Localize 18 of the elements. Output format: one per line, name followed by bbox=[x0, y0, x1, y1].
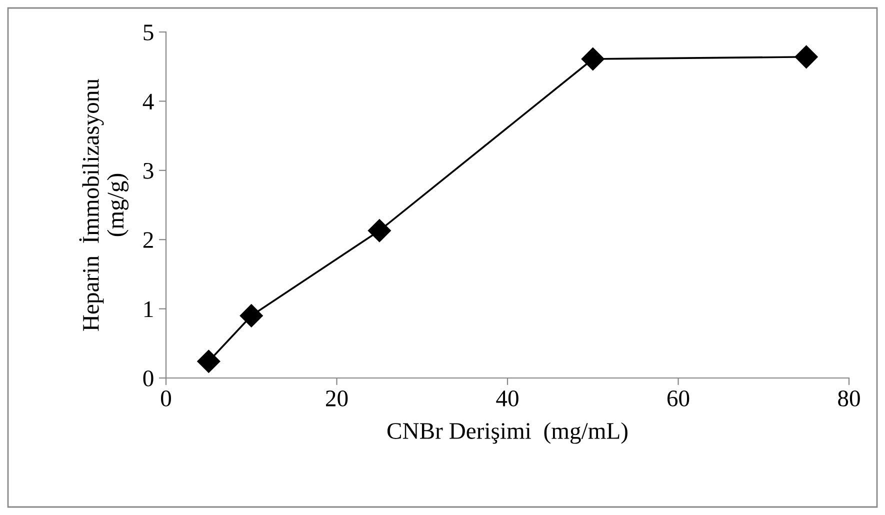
point bbox=[240, 304, 263, 328]
y-axis-title: Heparin İmmobilizasyonu (mg/g) bbox=[79, 78, 128, 331]
x-tick-label: 80 bbox=[838, 390, 860, 406]
point bbox=[368, 219, 391, 242]
point bbox=[581, 47, 604, 70]
y-tick-label: 4 bbox=[142, 94, 154, 110]
x-tick-label: 60 bbox=[667, 390, 690, 406]
y-tick-label: 0 bbox=[143, 370, 154, 386]
y-tick-label: 3 bbox=[144, 162, 154, 179]
x-axis-title: CNBr Derişimi (mg/mL) bbox=[387, 422, 628, 444]
point bbox=[794, 45, 818, 68]
x-tick-label: 0 bbox=[160, 390, 172, 406]
y-tick-label: 5 bbox=[144, 24, 154, 40]
y-tick-label: 1 bbox=[144, 301, 153, 317]
x-tick-label: 40 bbox=[496, 390, 518, 406]
x-tick-label: 20 bbox=[326, 390, 348, 406]
y-tick-label: 2 bbox=[143, 232, 153, 248]
point bbox=[197, 350, 220, 373]
